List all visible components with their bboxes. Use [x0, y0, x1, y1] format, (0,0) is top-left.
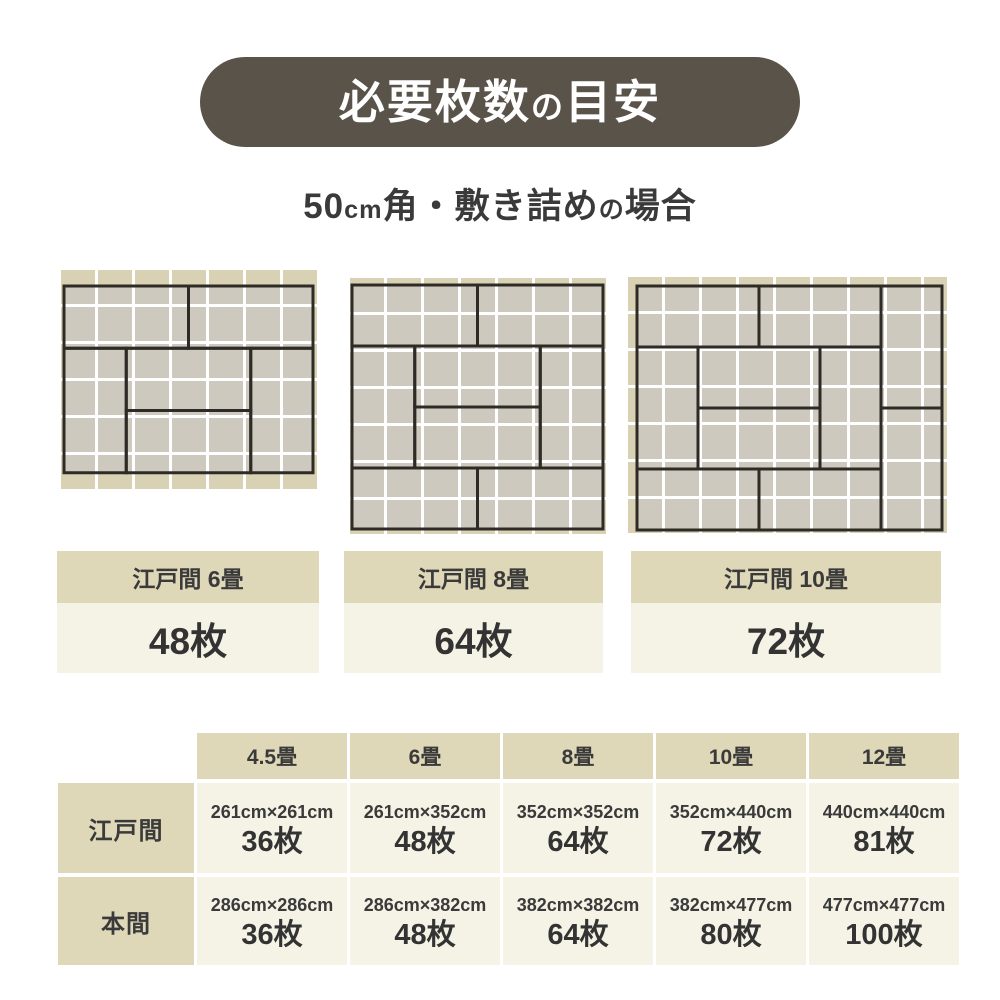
text-part: の [530, 89, 566, 125]
tatami-diagram-edoma-6jo [61, 270, 320, 492]
room-size: 261cm×261cm [210, 801, 334, 822]
text-part: の [598, 196, 625, 224]
tile-count: 81枚 [853, 826, 915, 859]
tile-count: 64枚 [547, 919, 609, 952]
tatami-grid-svg [628, 277, 947, 533]
room-size: 286cm×286cm [210, 894, 334, 915]
text-part: 目安 [565, 76, 662, 128]
diagram-label-box: 江戸間 6畳 48枚 [57, 551, 319, 673]
table-col-header: 8畳 [503, 733, 653, 779]
table-cell: 286cm×382cm 48枚 [350, 877, 500, 965]
room-size: 477cm×477cm [822, 894, 946, 915]
tatami-grid-svg [61, 270, 320, 492]
table-cell: 286cm×286cm 36枚 [197, 877, 347, 965]
tile-count: 100枚 [845, 919, 923, 952]
diagram-label-count: 48枚 [57, 603, 319, 673]
room-size: 382cm×477cm [669, 894, 793, 915]
text-part: cm [344, 196, 383, 224]
tile-count: 80枚 [700, 919, 762, 952]
size-count-table: 4.5畳 6畳 8畳 10畳 12畳 江戸間 261cm×261cm 36枚 2… [58, 733, 959, 965]
diagram-label-title: 江戸間 10畳 [631, 551, 941, 603]
diagram-label-box: 江戸間 8畳 64枚 [344, 551, 603, 673]
table-cell: 477cm×477cm 100枚 [809, 877, 959, 965]
room-size: 352cm×352cm [516, 801, 640, 822]
table-col-header: 6畳 [350, 733, 500, 779]
text-part: 場合 [624, 187, 697, 226]
tatami-grid-svg [350, 278, 609, 537]
tile-count: 72枚 [700, 826, 762, 859]
text-part: 必要枚数 [338, 76, 531, 128]
tile-count: 64枚 [547, 826, 609, 859]
room-size: 440cm×440cm [822, 801, 946, 822]
tile-count: 48枚 [394, 919, 456, 952]
diagram-label-count: 64枚 [344, 603, 603, 673]
room-size: 382cm×382cm [516, 894, 640, 915]
table-row-header-honma: 本間 [58, 877, 194, 965]
tile-count: 48枚 [394, 826, 456, 859]
subtitle: 50cm角・敷き詰めの場合 [0, 186, 1000, 228]
table-cell: 440cm×440cm 81枚 [809, 783, 959, 873]
table-cell: 261cm×352cm 48枚 [350, 783, 500, 873]
title-banner: 必要枚数の目安 [200, 57, 800, 147]
text-part: 50 [303, 187, 345, 226]
diagram-label-title: 江戸間 8畳 [344, 551, 603, 603]
table-col-header: 4.5畳 [197, 733, 347, 779]
table-cell: 382cm×382cm 64枚 [503, 877, 653, 965]
table-cell: 261cm×261cm 36枚 [197, 783, 347, 873]
diagram-label-box: 江戸間 10畳 72枚 [631, 551, 941, 673]
tatami-diagram-edoma-8jo [350, 278, 609, 537]
table-corner-cell [58, 733, 194, 779]
table-cell: 382cm×477cm 80枚 [656, 877, 806, 965]
page-title: 必要枚数の目安 [339, 79, 661, 125]
tatami-diagram-edoma-10jo [628, 277, 947, 533]
tile-count: 36枚 [241, 919, 303, 952]
diagram-label-count: 72枚 [631, 603, 941, 673]
room-size: 352cm×440cm [669, 801, 793, 822]
table-col-header: 10畳 [656, 733, 806, 779]
table-cell: 352cm×352cm 64枚 [503, 783, 653, 873]
text-part: 角・敷き詰め [382, 187, 599, 226]
room-size: 261cm×352cm [363, 801, 487, 822]
diagram-label-title: 江戸間 6畳 [57, 551, 319, 603]
room-size: 286cm×382cm [363, 894, 487, 915]
table-row-header-edoma: 江戸間 [58, 783, 194, 873]
table-col-header: 12畳 [809, 733, 959, 779]
table-cell: 352cm×440cm 72枚 [656, 783, 806, 873]
tile-count: 36枚 [241, 826, 303, 859]
